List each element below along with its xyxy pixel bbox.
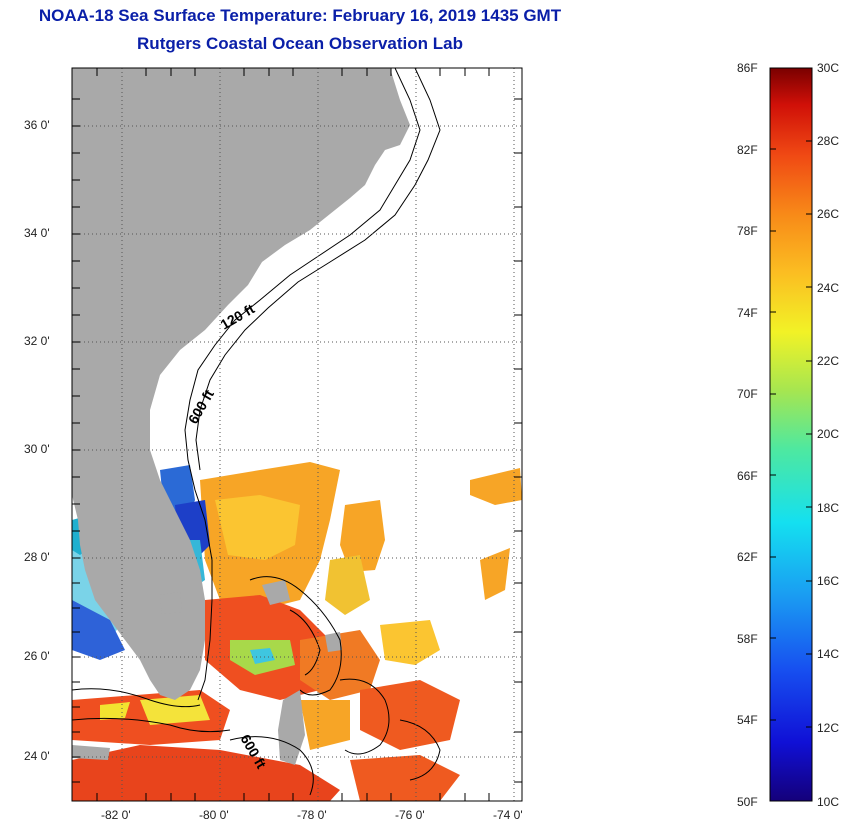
map-title: NOAA-18 Sea Surface Temperature: Februar… — [38, 6, 562, 25]
colorbar-c-label: 18C — [817, 501, 840, 515]
map-subtitle: Rutgers Coastal Ocean Observation Lab — [137, 34, 463, 53]
lat-label-34: 34 0' — [24, 226, 50, 240]
colorbar-c-label: 20C — [817, 427, 840, 441]
lon-label-80: -80 0' — [199, 808, 229, 822]
colorbar-f-label: 66F — [737, 469, 758, 483]
colorbar-f-label: 54F — [737, 713, 758, 727]
colorbar-f-label: 62F — [737, 550, 758, 564]
map-grid — [72, 68, 522, 801]
lat-label-36: 36 0' — [24, 118, 50, 132]
colorbar-f-label: 86F — [737, 61, 758, 75]
lon-label-82: -82 0' — [101, 808, 131, 822]
lat-label-26: 26 0' — [24, 649, 50, 663]
colorbar-c-label: 26C — [817, 207, 840, 221]
lat-label-28: 28 0' — [24, 550, 50, 564]
colorbar-c-label: 16C — [817, 574, 840, 588]
map-frame — [71, 67, 523, 802]
land-layer — [72, 68, 410, 765]
colorbar-f-label: 74F — [737, 306, 758, 320]
colorbar-c-label: 14C — [817, 647, 840, 661]
colorbar-f-label: 70F — [737, 387, 758, 401]
lon-label-78: -78 0' — [297, 808, 327, 822]
frame-ticks — [72, 68, 522, 801]
lat-label-24: 24 0' — [24, 749, 50, 763]
bathymetry-contours — [72, 68, 441, 796]
colorbar-f-label: 82F — [737, 143, 758, 157]
colorbar-c-label: 22C — [817, 354, 840, 368]
colorbar-c-label: 24C — [817, 281, 840, 295]
lat-label-30: 30 0' — [24, 442, 50, 456]
colorbar-c-label: 12C — [817, 721, 840, 735]
colorbar-f-label: 78F — [737, 224, 758, 238]
colorbar-c-label: 28C — [817, 134, 840, 148]
colorbar-f-label: 50F — [737, 795, 758, 809]
colorbar-c-label: 30C — [817, 61, 840, 75]
lat-label-32: 32 0' — [24, 334, 50, 348]
colorbar-f-label: 58F — [737, 632, 758, 646]
lon-label-76: -76 0' — [395, 808, 425, 822]
lon-label-74: -74 0' — [493, 808, 523, 822]
colorbar-c-label: 10C — [817, 795, 840, 809]
sst-data-layer — [72, 462, 522, 801]
